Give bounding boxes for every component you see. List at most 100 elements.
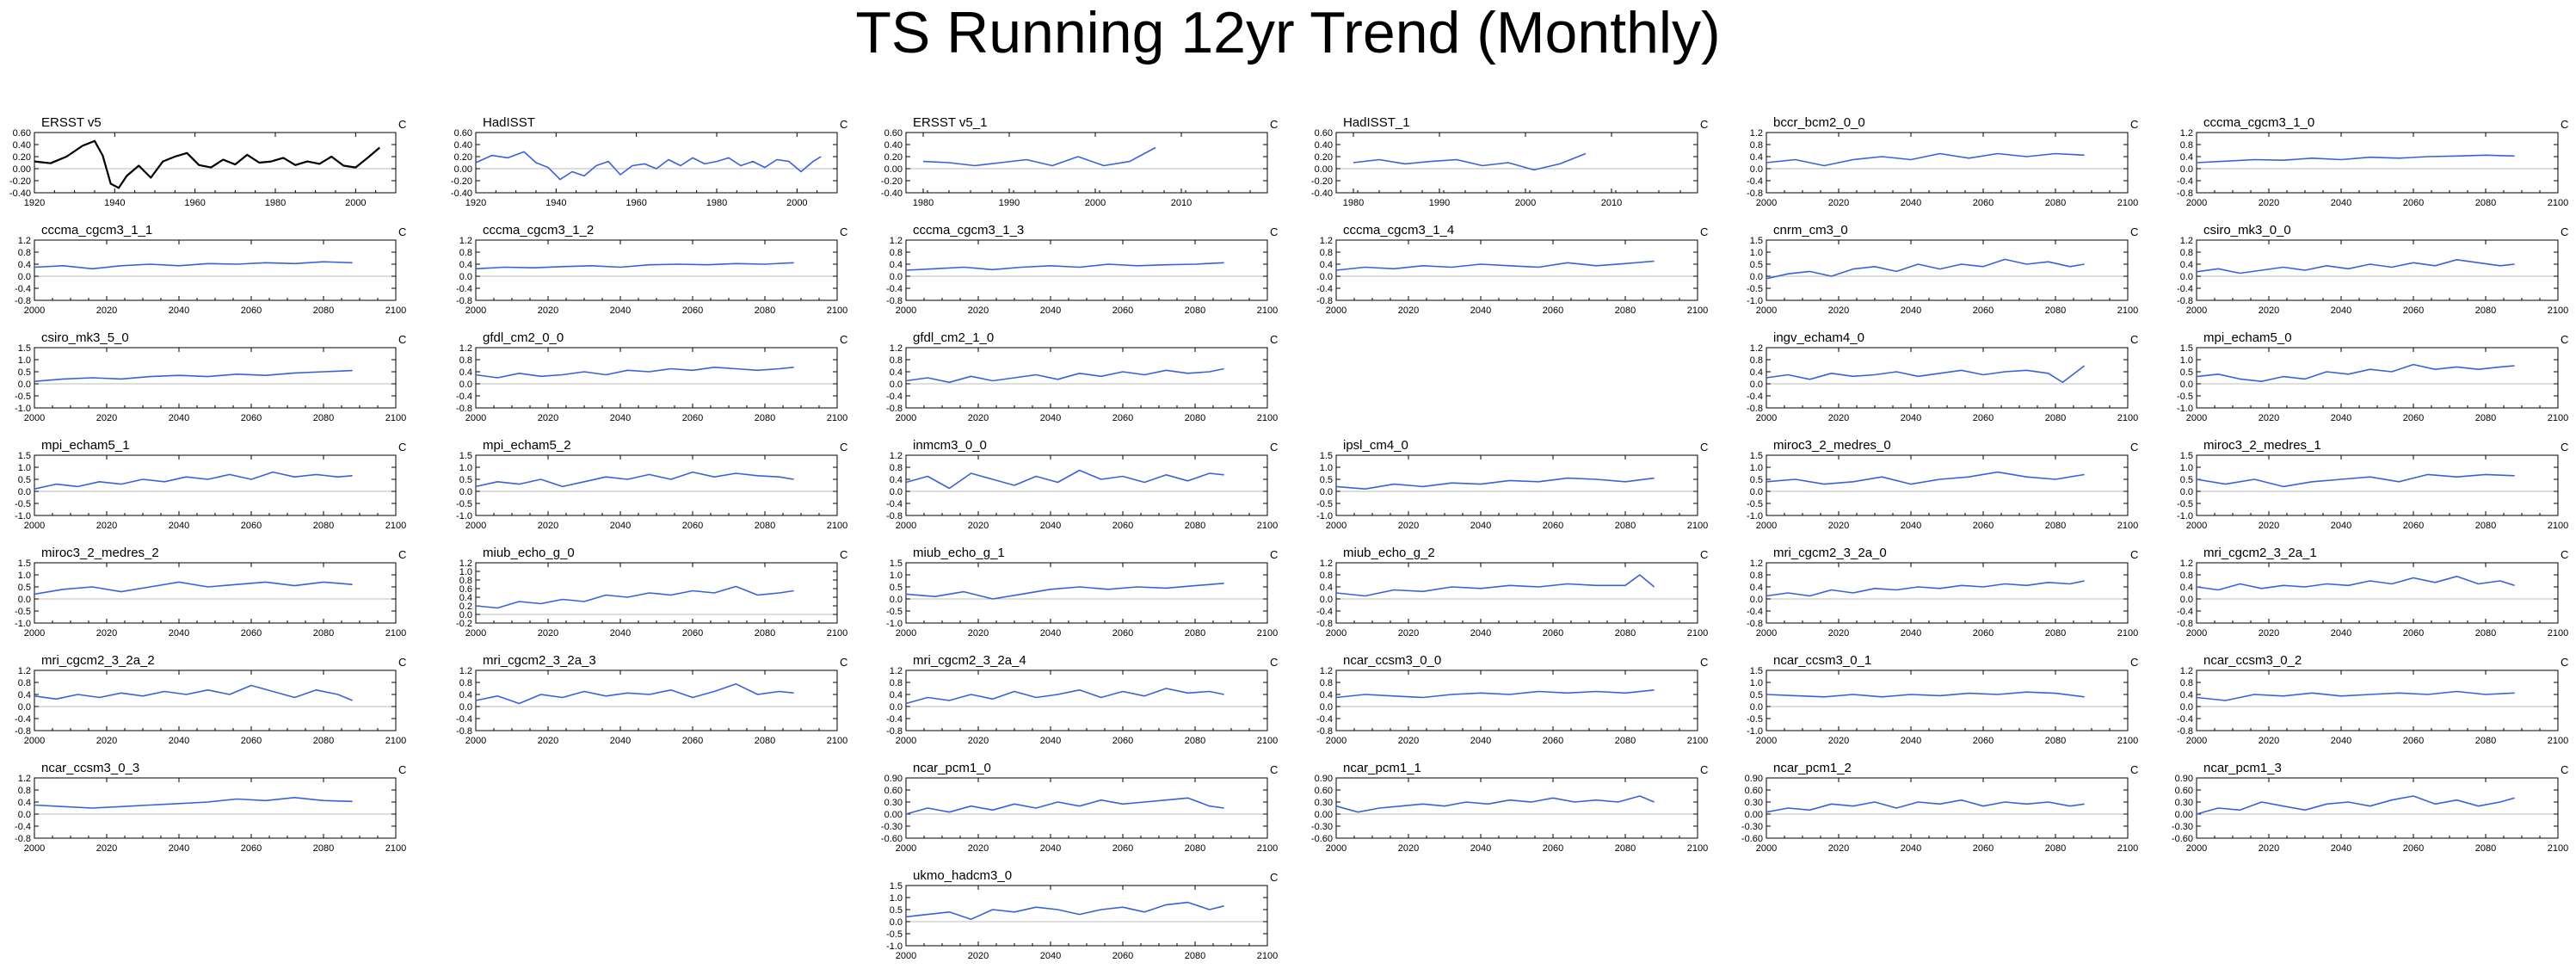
units-label: C	[1270, 333, 1278, 346]
y-tick-label: 0.00	[1745, 810, 1763, 820]
series-line-csiro-mk3-5-0	[34, 369, 353, 382]
panel-title: mri_cgcm2_3_2a_3	[483, 653, 596, 668]
x-tick-label: 2040	[1901, 628, 1921, 639]
series-line-hadisst-1	[1353, 152, 1587, 171]
x-tick-label: 2000	[1756, 843, 1777, 854]
x-tick-label: 2080	[313, 521, 334, 531]
panel-ncar-pcm1-1: ncar_pcm1_1 C0.900.600.300.00-0.30-0.6020…	[1311, 761, 1708, 854]
x-tick-label: 2100	[1257, 628, 1278, 639]
x-tick-label: 2010	[1171, 198, 1192, 208]
x-tick-label: 2000	[896, 736, 916, 746]
units-label: C	[1270, 441, 1278, 454]
x-tick-label: 2010	[1601, 198, 1622, 208]
y-tick-label: 1.5	[18, 451, 31, 461]
y-tick-label: 0.0	[1750, 164, 1763, 175]
x-tick-label: 2000	[1756, 198, 1777, 208]
y-tick-label: 0.8	[1320, 248, 1333, 258]
plot-frame	[1766, 132, 2129, 194]
x-tick-label: 2080	[2045, 843, 2066, 854]
series-line-mpi-echam5-1	[34, 471, 353, 490]
x-tick-label: 2040	[1901, 413, 1921, 423]
y-tick-label: 0.60	[1745, 786, 1763, 796]
x-tick-label: 2020	[2259, 628, 2279, 639]
y-tick-label: 1.5	[1750, 451, 1763, 461]
series-line-mpi-echam5-0	[2196, 363, 2515, 383]
y-tick-label: 1.0	[1750, 248, 1763, 258]
x-tick-label: 2020	[1398, 736, 1419, 746]
x-tick-label: 2080	[2475, 843, 2496, 854]
units-label: C	[2561, 548, 2568, 561]
y-tick-label: 0.60	[884, 128, 903, 139]
y-tick-label: -0.5	[1747, 499, 1763, 509]
units-label: C	[1700, 656, 1708, 669]
plot-frame	[2196, 777, 2559, 839]
x-tick-label: 2000	[24, 628, 45, 639]
y-tick-label: 0.90	[884, 774, 903, 784]
y-tick-label: 0.20	[454, 152, 472, 163]
x-tick-label: 2060	[241, 305, 262, 316]
units-label: C	[1270, 871, 1278, 884]
x-tick-label: 2060	[682, 628, 703, 639]
y-tick-label: 0.8	[1750, 140, 1763, 151]
x-tick-label: 2000	[1756, 628, 1777, 639]
x-tick-label: 2020	[2259, 521, 2279, 531]
y-tick-label: 0.0	[18, 487, 31, 497]
units-label: C	[398, 441, 406, 454]
y-tick-label: 0.4	[459, 690, 472, 700]
units-label: C	[1700, 441, 1708, 454]
y-tick-label: 1.5	[890, 558, 903, 569]
series-line-mri-cgcm2-3-2a-2	[34, 684, 353, 701]
x-tick-label: 2100	[2548, 305, 2568, 316]
x-tick-label: 2020	[538, 413, 558, 423]
x-tick-label: 2040	[169, 843, 189, 854]
x-tick-label: 2040	[169, 628, 189, 639]
x-tick-label: 2020	[1828, 736, 1849, 746]
y-tick-label: -0.4	[2177, 607, 2193, 617]
y-tick-label: -0.4	[886, 392, 903, 402]
y-tick-label: 0.40	[1315, 140, 1333, 151]
x-tick-label: 2060	[1543, 305, 1563, 316]
y-tick-label: -1.0	[456, 511, 472, 521]
series-line-inmcm3-0-0	[905, 469, 1224, 490]
y-tick-label: 0.4	[2180, 583, 2193, 593]
y-tick-label: 0.60	[13, 128, 31, 139]
y-tick-label: 0.0	[890, 272, 903, 282]
x-tick-label: 2100	[1257, 843, 1278, 854]
y-tick-label: -0.30	[881, 822, 903, 832]
panel-miub-echo-g-0: miub_echo_g_0 C1.21.00.80.60.40.20.0-0.22…	[456, 546, 847, 639]
x-tick-label: 2100	[2548, 843, 2568, 854]
y-tick-label: 0.2	[459, 602, 472, 612]
x-tick-label: 2020	[96, 413, 117, 423]
x-tick-label: 2100	[1257, 736, 1278, 746]
y-tick-label: 1.2	[890, 343, 903, 354]
units-label: C	[840, 225, 847, 238]
series-line-ncar-ccsm3-0-0	[1335, 689, 1655, 699]
x-tick-label: 2080	[313, 843, 334, 854]
x-tick-label: 2000	[465, 628, 486, 639]
x-tick-label: 2100	[1257, 413, 1278, 423]
y-tick-label: -0.4	[15, 284, 31, 294]
y-tick-label: 1.2	[890, 451, 903, 461]
y-tick-label: 0.20	[884, 152, 903, 163]
x-tick-label: 2000	[2186, 736, 2207, 746]
y-tick-label: -0.4	[456, 714, 472, 725]
y-tick-label: 0.0	[890, 487, 903, 497]
x-tick-label: 2080	[755, 521, 775, 531]
x-tick-label: 2000	[2186, 521, 2207, 531]
x-tick-label: 2000	[1515, 198, 1536, 208]
y-tick-label: -1.0	[1747, 726, 1763, 737]
x-tick-label: 2060	[1973, 628, 1994, 639]
x-tick-label: 2000	[2186, 305, 2207, 316]
x-tick-label: 2060	[241, 521, 262, 531]
y-tick-label: 0.4	[459, 260, 472, 270]
y-tick-label: 0.30	[884, 798, 903, 808]
x-tick-label: 2080	[1185, 413, 1205, 423]
series-line-ersst-v5-1	[922, 146, 1156, 167]
x-tick-label: 2100	[2117, 736, 2138, 746]
panel-title: miub_echo_g_1	[913, 546, 1005, 560]
y-tick-label: -0.2	[456, 619, 472, 629]
x-tick-label: 2020	[1398, 521, 1419, 531]
